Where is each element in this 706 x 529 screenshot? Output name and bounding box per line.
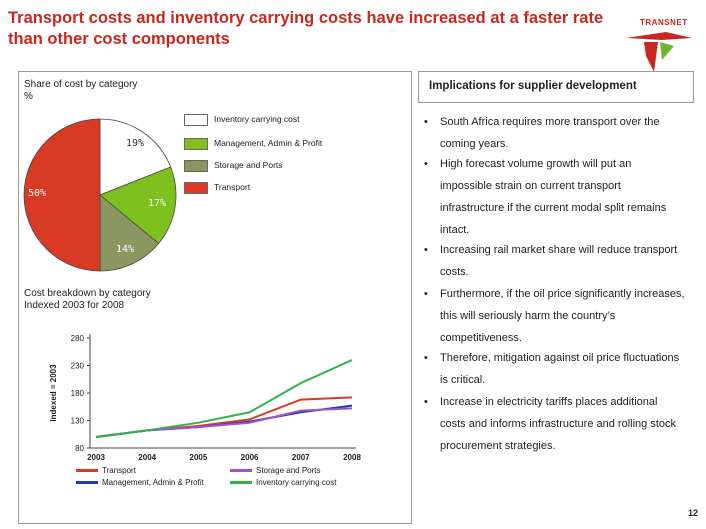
pie-slice-transport [23,118,101,272]
y-tick-label: 230 [71,362,85,371]
transnet-logo-icon [626,32,692,72]
line-chart: 80 130 180 230 280 2003 2004 2005 2006 2007 2008 In… [49,334,361,462]
legend-swatch [184,182,208,194]
breakdown-label: Cost breakdown by category Indexed 2003 … [24,288,151,311]
pie-slice-inventory [99,118,172,196]
legend-swatch [184,114,208,126]
line-legend-management: Management, Admin & Profit [76,478,204,487]
pie-label-transport: 50% [28,188,47,199]
bullet-item: • High forecast volume growth will put an… [424,158,667,236]
pie-label-management: 17% [148,198,167,209]
legend-swatch [184,138,208,150]
page-number: 12 [688,508,699,518]
series-line-inventory [95,359,353,438]
x-tick-label: 2006 [241,453,259,462]
pie-slice-management [99,166,177,245]
line-legend-transport: Transport [76,466,136,475]
y-tick-label: 280 [71,334,85,343]
bullet-item: • Therefore, mitigation against oil price… [424,352,680,386]
legend-swatch [184,160,208,172]
implications-header: Implications for supplier development [418,71,694,103]
y-tick-label: 80 [75,444,84,453]
left-panel [18,71,412,524]
x-tick-label: 2007 [292,453,310,462]
pie-slice-storage [99,194,160,272]
bullet-item: • Furthermore, if the oil price significa… [424,288,685,344]
y-tick-label: 180 [71,389,85,398]
line-legend-storage: Storage and Ports [230,466,320,475]
bullet-item: • Increase in electricity tariffs places … [424,396,676,452]
bullet-item: • South Africa requires more transport ov… [424,116,660,150]
pie-chart [23,118,177,272]
x-tick-label: 2004 [138,453,156,462]
pie-label-storage: 14% [116,244,135,255]
x-tick-label: 2005 [190,453,208,462]
x-tick-label: 2003 [87,453,105,462]
y-axis-label: Indexed = 2003 [49,364,58,422]
page-title: Transport costs and inventory carrying c… [8,9,604,48]
line-legend-inventory: Inventory carrying cost [230,478,336,487]
bullet-item: • Increasing rail market share will reduc… [424,244,678,278]
share-label: Share of cost by category % [24,79,138,102]
x-tick-label: 2008 [343,453,361,462]
pie-label-inventory: 19% [126,138,145,149]
y-tick-label: 130 [71,417,85,426]
logo-text: TRANSNET [640,18,688,27]
